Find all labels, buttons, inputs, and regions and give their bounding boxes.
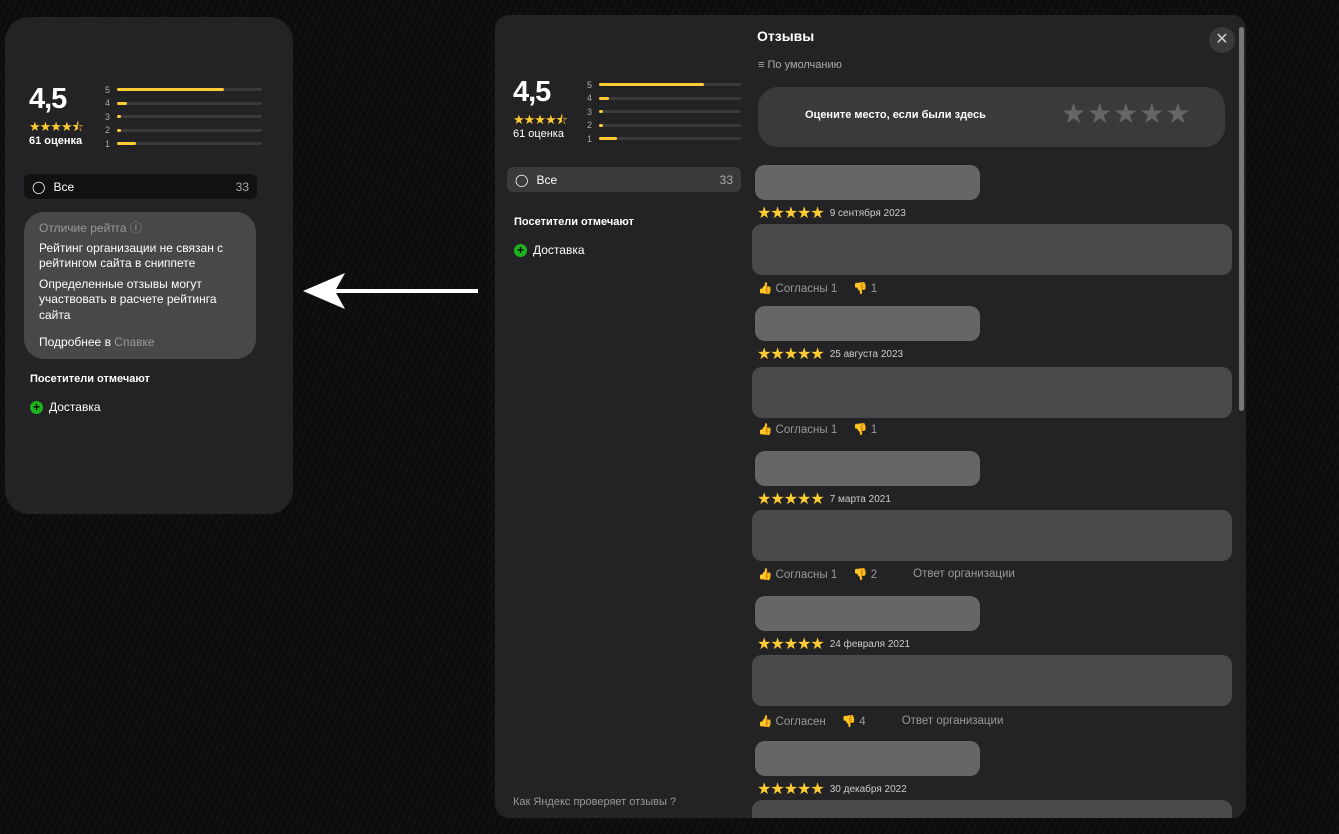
help-link[interactable]: Спавке bbox=[114, 335, 155, 349]
sort-icon: ≡ bbox=[758, 59, 765, 71]
bar-row: 2 bbox=[587, 119, 741, 133]
scrollbar[interactable] bbox=[1239, 27, 1244, 411]
filter-all[interactable]: ◯ Все 33 bbox=[24, 174, 257, 199]
bar-fill bbox=[599, 110, 604, 114]
comment-icon: ◯ bbox=[515, 172, 529, 187]
bar-fill bbox=[599, 123, 604, 127]
tag-delivery[interactable]: + Доставка bbox=[30, 400, 101, 414]
close-button[interactable]: ✕ bbox=[1209, 27, 1235, 53]
like-button[interactable]: 👍 Согласны 1 bbox=[758, 569, 838, 581]
rating-stars: ★★★★⯪ bbox=[513, 112, 568, 127]
bar-fill bbox=[117, 101, 128, 105]
panel-title: Отзывы bbox=[757, 28, 815, 44]
info-icon: ⓘ bbox=[129, 221, 142, 235]
bar-row: 5 bbox=[587, 78, 741, 92]
review-item: ★★★★★ 25 августа 2023 👍 Согласны 1 👎 1 bbox=[752, 306, 1232, 436]
tag-delivery[interactable]: + Доставка bbox=[514, 243, 585, 257]
dislike-button[interactable]: 👎 1 bbox=[853, 283, 878, 295]
review-text-redacted bbox=[752, 224, 1232, 275]
org-reply-link[interactable]: Ответ организации bbox=[913, 568, 1015, 580]
review-author-redacted bbox=[755, 165, 980, 200]
like-button[interactable]: 👍 Согласны 1 bbox=[758, 424, 838, 436]
review-item: ★★★★★ 9 сентября 2023 👍 Согласны 1 👎 1 bbox=[752, 165, 1232, 295]
close-icon: ✕ bbox=[1215, 31, 1229, 48]
org-reply-link[interactable]: Ответ организации bbox=[901, 715, 1004, 727]
visitors-title: Посетители отмечают bbox=[514, 216, 634, 228]
rating-stars: ★★★★⯪ bbox=[29, 119, 84, 134]
bar-fill bbox=[599, 137, 618, 141]
verification-link[interactable]: Как Яндекс проверяет отзывы ? bbox=[513, 796, 677, 808]
bar-row: 4 bbox=[105, 97, 262, 111]
like-button[interactable]: 👍 Согласны 1 bbox=[758, 283, 838, 295]
help-icon: ? bbox=[669, 796, 677, 808]
rating-value: 4,5 bbox=[29, 83, 67, 115]
plus-icon: + bbox=[514, 243, 527, 257]
bar-fill bbox=[117, 88, 225, 92]
bar-row: 5 bbox=[105, 83, 262, 97]
rating-distribution: 5 4 3 2 1 bbox=[105, 83, 262, 151]
dislike-button[interactable]: 👎 4 bbox=[841, 716, 866, 728]
bar-fill bbox=[117, 142, 136, 146]
rate-place-box: Оцените место, если были здесь ★★★★★ bbox=[758, 87, 1225, 147]
comment-icon: ◯ bbox=[32, 179, 46, 194]
rating-count: 61 оценка bbox=[29, 135, 83, 147]
sort-select[interactable]: ≡ По умолчанию bbox=[758, 59, 842, 71]
bar-row: 2 bbox=[105, 124, 262, 138]
dislike-button[interactable]: 👎 1 bbox=[853, 424, 878, 436]
rate-stars-input[interactable]: ★★★★★ bbox=[1061, 98, 1192, 129]
plus-icon: + bbox=[30, 400, 43, 414]
rating-distribution: 5 4 3 2 1 bbox=[587, 78, 741, 146]
bar-row: 4 bbox=[587, 92, 741, 106]
arrow-icon bbox=[303, 273, 478, 309]
visitors-title: Посетители отмечают bbox=[30, 373, 150, 385]
bar-fill bbox=[599, 96, 609, 100]
bar-row: 3 bbox=[587, 105, 741, 119]
rating-count: 61 оценка bbox=[513, 128, 564, 140]
like-button[interactable]: 👍 Согласен bbox=[758, 716, 826, 728]
review-item: ★★★★★ 24 февраля 2021 👍 Согласен 👎 4 Ответ … bbox=[752, 596, 1232, 728]
review-item: ★★★★★ 7 марта 2021 👍 Согласны 1 👎 2 Ответ о… bbox=[752, 451, 1232, 581]
bar-fill bbox=[117, 128, 122, 132]
dislike-button[interactable]: 👎 2 bbox=[853, 569, 878, 581]
bar-row: 1 bbox=[587, 132, 741, 146]
review-item: ★★★★★ 30 декабря 2022 bbox=[752, 741, 1232, 818]
rating-tooltip: Отличие рейтга ⓘ Рейтинг организации не … bbox=[24, 212, 256, 359]
bar-row: 3 bbox=[105, 110, 262, 124]
bar-fill bbox=[599, 83, 705, 87]
reviews-panel: Отзывы ✕ ≡ По умолчанию Оцените место, е… bbox=[495, 15, 1246, 818]
filter-all[interactable]: ◯ Все 33 bbox=[507, 167, 741, 192]
rating-card-callout: 4,5 ★★★★⯪ 61 оценка 5 4 3 2 1 ◯ Все 33 От… bbox=[5, 17, 293, 514]
bar-row: 1 bbox=[105, 137, 262, 151]
bar-fill bbox=[117, 115, 122, 119]
rating-value: 4,5 bbox=[513, 76, 551, 108]
